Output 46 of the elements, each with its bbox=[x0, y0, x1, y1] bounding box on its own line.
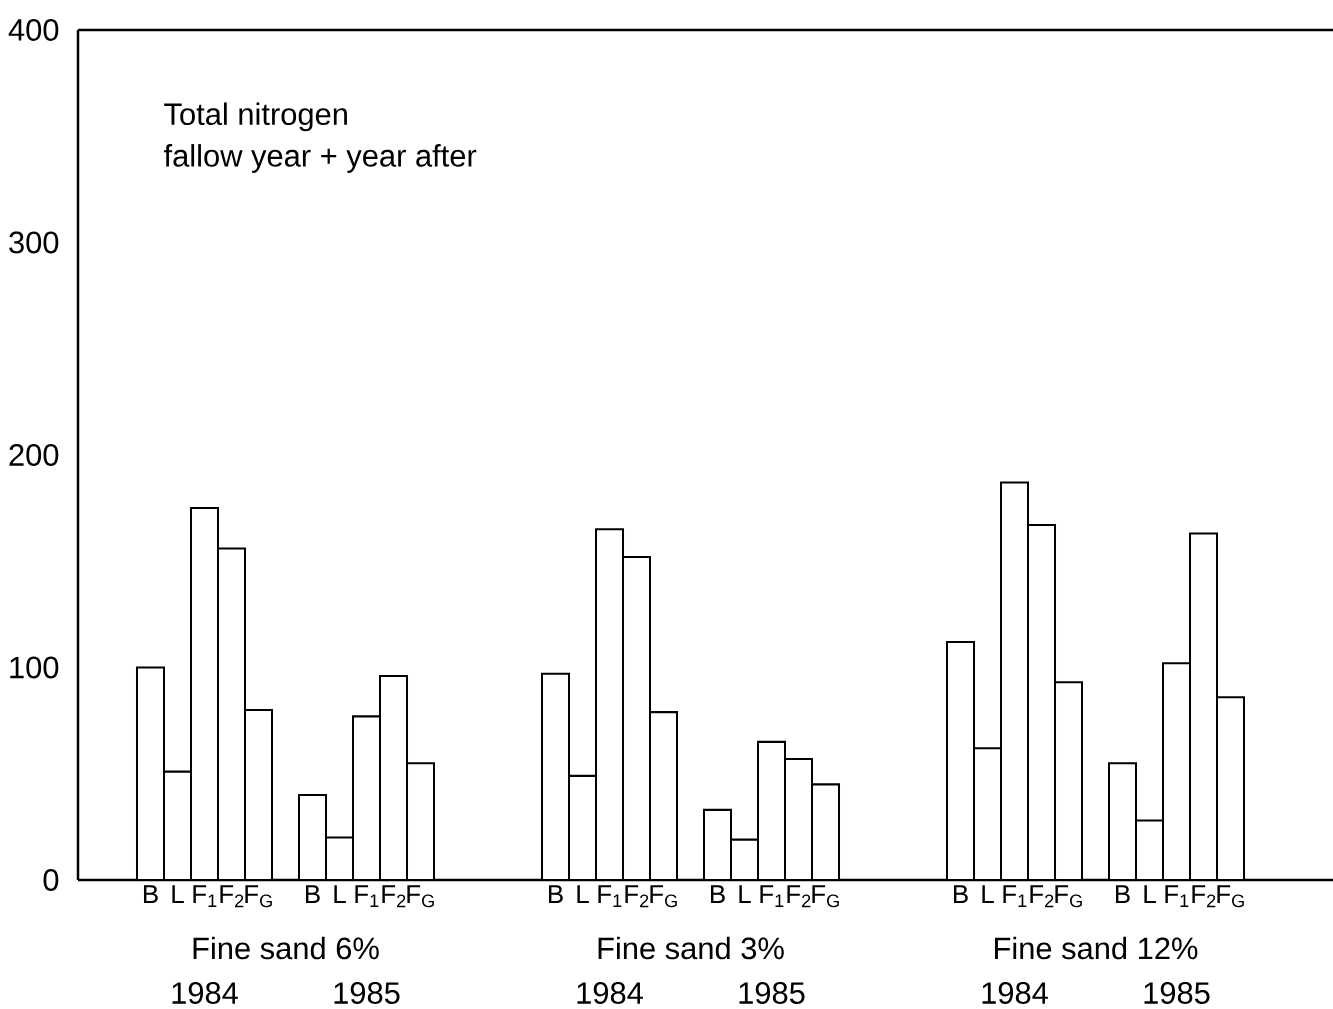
x-tick-label: F$_{2}$ bbox=[1030, 885, 1054, 908]
x-tick-label: F$_{1}$ bbox=[598, 885, 622, 907]
x-tick-label: B bbox=[548, 885, 563, 904]
y-tick-label: 400 bbox=[8, 19, 59, 41]
x-tick-label: F$_{2}$ bbox=[625, 885, 649, 908]
x-tick-label: F$_{2}$ bbox=[220, 885, 244, 908]
y-tick-label: 200 bbox=[9, 444, 59, 466]
x-tick-label: F$_{2}$ bbox=[1192, 885, 1216, 908]
x-tick-label: F$_{G}$ bbox=[245, 885, 272, 908]
x-tick-label: F$_{2}$ bbox=[382, 885, 406, 908]
x-tick-label: F$_{G}$ bbox=[1055, 885, 1082, 908]
x-tick-label: L bbox=[577, 885, 589, 904]
x-tick-label: B bbox=[953, 885, 968, 904]
x-tick-label: F$_{1}$ bbox=[760, 885, 784, 907]
x-tick-label: F$_{G}$ bbox=[1217, 885, 1244, 908]
x-tick-label: B bbox=[710, 885, 725, 904]
text: Total nitrogen bbox=[164, 102, 347, 132]
x-tick-label: B bbox=[143, 885, 158, 904]
x-tick-label: F$_{1}$ bbox=[1165, 885, 1189, 907]
text: Fine sand 3% bbox=[598, 936, 784, 960]
x-tick-label: F$_{1}$ bbox=[355, 885, 379, 907]
x-tick-label: B bbox=[1115, 885, 1130, 904]
text: Fine sand 6% bbox=[193, 936, 379, 960]
x-tick-label: L bbox=[334, 885, 346, 904]
x-tick-label: F$_{G}$ bbox=[407, 885, 434, 908]
text: 1985 bbox=[1144, 982, 1210, 1004]
text: fallow year + year after bbox=[163, 144, 477, 173]
y-tick-label: 0 bbox=[43, 869, 59, 891]
text: 1984 bbox=[982, 982, 1048, 1004]
text: Fine sand 12% bbox=[995, 936, 1198, 960]
x-tick-label: L bbox=[172, 885, 184, 904]
x-tick-label: L bbox=[1144, 885, 1156, 904]
text: 1984 bbox=[577, 982, 643, 1004]
x-tick-label: L bbox=[982, 885, 994, 904]
y-tick-label: 100 bbox=[10, 656, 59, 679]
x-tick-label: F$_{1}$ bbox=[1003, 885, 1027, 907]
x-tick-label: F$_{G}$ bbox=[650, 885, 677, 908]
text: 1985 bbox=[334, 982, 400, 1004]
text: 1985 bbox=[739, 982, 805, 1004]
y-tick-label: 300 bbox=[9, 231, 59, 254]
x-tick-label: F$_{G}$ bbox=[812, 885, 839, 908]
x-tick-label: B bbox=[305, 885, 320, 904]
text: 1984 bbox=[172, 982, 238, 1004]
x-tick-label: F$_{1}$ bbox=[193, 885, 217, 907]
x-tick-label: L bbox=[739, 885, 751, 904]
x-tick-label: F$_{2}$ bbox=[787, 885, 811, 908]
